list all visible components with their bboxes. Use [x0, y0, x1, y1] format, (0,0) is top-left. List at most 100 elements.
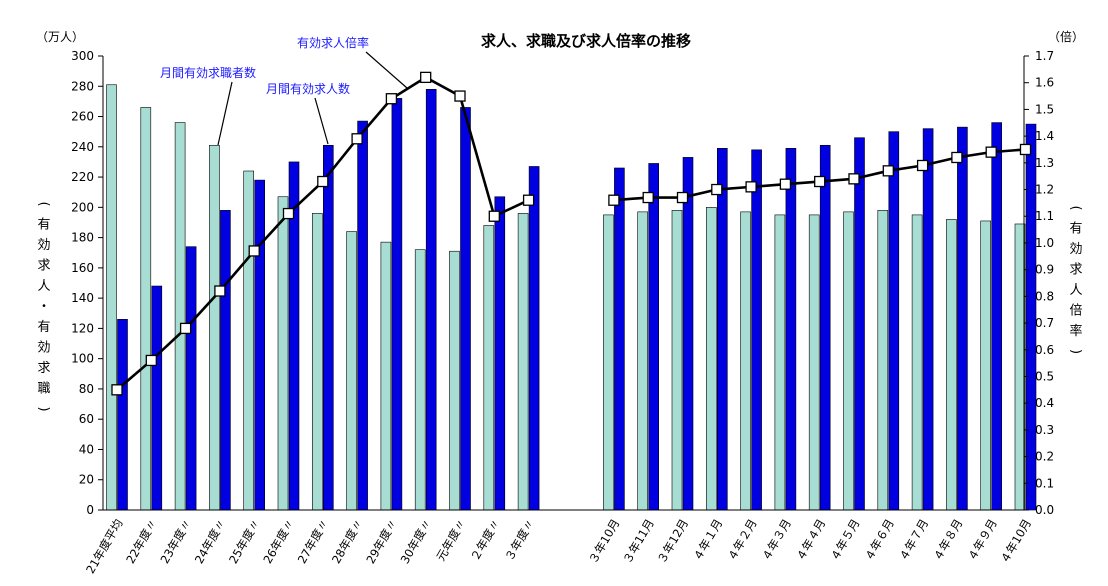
ratio-marker: [985, 146, 997, 158]
left-tick-label: 120: [71, 321, 94, 335]
x-tick-label: ４年８月: [930, 517, 965, 564]
bar-openings: [819, 144, 831, 511]
right-tick-label: 1.0: [1035, 236, 1054, 250]
axis-label-char: 効: [37, 238, 50, 253]
left-tick-label: 220: [71, 170, 94, 184]
bar-seekers: [774, 214, 786, 511]
ratio-marker: [882, 165, 894, 177]
x-tick-label: 28年度〃: [329, 517, 366, 567]
ratio-marker: [779, 178, 792, 190]
x-tick-label: ４年２月: [725, 517, 760, 564]
axis-label-char: ・: [37, 300, 50, 315]
axis-label-char: 効: [1069, 242, 1082, 257]
ratio-marker: [420, 71, 432, 84]
ratio-marker: [1019, 143, 1032, 156]
bars-seekers-series: [106, 84, 1026, 511]
leader-seekers: [217, 81, 233, 146]
right-tick-label: 1.3: [1035, 156, 1054, 170]
bar-seekers: [174, 122, 186, 511]
right-axis-unit: （倍）: [1048, 29, 1084, 44]
x-tick-label: ４年３月: [759, 517, 794, 564]
x-tick-label: 29年度〃: [363, 517, 400, 567]
left-tick-label: 300: [71, 49, 94, 63]
ratio-marker: [608, 194, 620, 206]
bar-openings: [991, 122, 1003, 511]
axis-label-char: 求: [37, 361, 50, 376]
x-axis-tick-labels: 21年度平均22年度〃23年度〃24年度〃25年度〃26年度〃27年度〃28年度…: [83, 516, 1034, 576]
x-tick-label: ３年度〃: [502, 517, 537, 564]
ratio-line-series: [111, 71, 1032, 396]
left-tick-label: 60: [79, 412, 94, 426]
bar-seekers: [911, 214, 923, 511]
bar-seekers: [877, 210, 889, 511]
ratio-marker: [111, 384, 123, 396]
bar-seekers: [140, 107, 152, 511]
ratio-marker: [916, 159, 929, 172]
left-tick-label: 140: [71, 291, 94, 305]
left-tick-label: 80: [79, 382, 94, 396]
bar-openings: [494, 196, 506, 511]
left-tick-label: 200: [71, 200, 94, 214]
right-tick-label: 0.5: [1035, 369, 1054, 383]
ratio-marker: [642, 191, 654, 204]
axis-label-char: 有: [37, 218, 50, 233]
bar-seekers: [449, 250, 460, 511]
x-tick-label: 27年度〃: [295, 517, 332, 567]
bar-openings: [460, 107, 471, 511]
ratio-marker: [248, 245, 260, 257]
ratio-marker: [351, 133, 363, 145]
bar-openings: [957, 126, 968, 511]
bar-seekers: [740, 211, 751, 511]
ratio-marker: [951, 151, 963, 164]
x-tick-label: ４年７月: [896, 517, 931, 564]
bar-seekers: [243, 170, 254, 511]
right-tick-label: 0.2: [1035, 450, 1054, 464]
bar-seekers: [671, 210, 683, 511]
bar-openings: [854, 137, 865, 511]
right-tick-label: 0.0: [1035, 503, 1054, 517]
bar-openings: [151, 285, 163, 511]
bar-openings: [648, 163, 660, 511]
bar-seekers: [843, 211, 854, 511]
x-tick-label: 23年度〃: [158, 517, 195, 567]
bar-openings: [117, 319, 128, 511]
bar-openings: [751, 149, 762, 511]
bar-openings: [888, 131, 900, 511]
ratio-marker: [848, 173, 860, 185]
axis-label-char: 効: [37, 341, 50, 356]
axis-label-char: ): [1068, 349, 1083, 354]
chart-title: 求人、求職及び求人倍率の推移: [481, 32, 691, 50]
axis-label-char: 倍: [1069, 304, 1082, 319]
right-tick-label: 0.7: [1035, 316, 1054, 330]
bar-seekers: [414, 249, 426, 511]
right-tick-label: 0.8: [1035, 289, 1054, 303]
x-tick-label: 30年度〃: [398, 517, 435, 567]
x-tick-label: 25年度〃: [226, 517, 263, 567]
right-tick-label: 1.6: [1035, 76, 1054, 90]
x-tick-label: ３年11月: [620, 517, 657, 567]
bar-openings: [322, 144, 334, 511]
ratio-marker: [385, 93, 398, 105]
ratio-marker: [214, 285, 226, 297]
ratio-marker: [814, 175, 826, 188]
bar-openings: [425, 88, 437, 511]
x-tick-label: 24年度〃: [192, 517, 229, 567]
bar-seekers: [483, 225, 495, 511]
x-tick-label: ３年12月: [654, 517, 691, 567]
bar-openings: [391, 98, 403, 511]
ratio-marker: [711, 183, 723, 196]
x-tick-label: ４年１月: [690, 517, 725, 564]
axis-label-char: 職: [37, 382, 50, 397]
bar-openings: [185, 246, 197, 511]
bar-openings: [254, 179, 265, 511]
left-axis-label: (有効求人・有効求職): [36, 201, 51, 411]
callout-seekers: 月間有効求職者数: [160, 65, 256, 80]
left-tick-label: 40: [79, 442, 94, 456]
bar-openings: [682, 157, 694, 511]
bar-openings: [220, 210, 231, 511]
axis-label-char: ): [36, 406, 51, 411]
bar-openings: [528, 166, 540, 511]
bar-openings: [357, 120, 368, 511]
left-axis-unit: （万人）: [36, 30, 84, 44]
leader-openings: [314, 97, 329, 145]
